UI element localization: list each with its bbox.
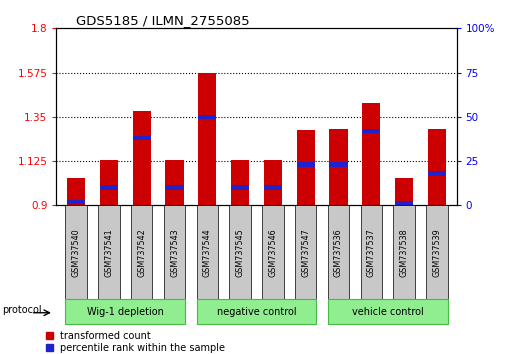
Bar [328, 299, 447, 324]
Bar [393, 205, 415, 299]
Text: GSM737543: GSM737543 [170, 228, 179, 276]
Bar [133, 136, 151, 140]
Bar [295, 205, 317, 299]
Text: GSM737538: GSM737538 [400, 228, 408, 276]
Bar [231, 160, 249, 205]
Text: protocol: protocol [3, 305, 42, 315]
Text: GDS5185 / ILMN_2755085: GDS5185 / ILMN_2755085 [76, 14, 250, 27]
Bar [164, 205, 185, 299]
Bar [131, 205, 152, 299]
Text: GSM737541: GSM737541 [105, 228, 113, 276]
Bar [98, 205, 120, 299]
Bar [264, 160, 282, 205]
Bar [362, 103, 380, 205]
Bar [262, 205, 284, 299]
Bar [166, 160, 184, 205]
Bar [196, 205, 218, 299]
Text: GSM737542: GSM737542 [137, 228, 146, 276]
Bar [229, 205, 251, 299]
Text: GSM737544: GSM737544 [203, 228, 212, 276]
Bar [395, 201, 413, 206]
Bar [362, 129, 380, 133]
Bar [100, 160, 118, 205]
Bar [66, 205, 87, 299]
Bar [133, 111, 151, 205]
Text: Wig-1 depletion: Wig-1 depletion [87, 307, 164, 316]
Bar [100, 185, 118, 190]
Text: GSM737539: GSM737539 [432, 228, 441, 276]
Text: GSM737546: GSM737546 [268, 228, 278, 276]
Bar [67, 178, 85, 205]
Bar [199, 115, 216, 119]
Bar [196, 299, 317, 324]
Bar [67, 200, 85, 204]
Bar [428, 129, 446, 205]
Text: GSM737540: GSM737540 [72, 228, 81, 276]
Legend: transformed count, percentile rank within the sample: transformed count, percentile rank withi… [46, 331, 226, 353]
Bar [361, 205, 382, 299]
Text: GSM737545: GSM737545 [235, 228, 245, 276]
Bar [166, 185, 184, 190]
Bar [297, 162, 314, 167]
Text: GSM737537: GSM737537 [367, 228, 376, 276]
Bar [66, 299, 185, 324]
Bar [329, 162, 347, 167]
Bar [426, 205, 447, 299]
Bar [428, 171, 446, 176]
Text: negative control: negative control [216, 307, 297, 316]
Bar [329, 129, 347, 205]
Text: GSM737547: GSM737547 [301, 228, 310, 276]
Bar [297, 130, 314, 205]
Bar [395, 178, 413, 205]
Bar [231, 185, 249, 190]
Bar [264, 185, 282, 190]
Text: GSM737536: GSM737536 [334, 228, 343, 276]
Text: vehicle control: vehicle control [352, 307, 424, 316]
Bar [328, 205, 349, 299]
Bar [199, 73, 216, 205]
